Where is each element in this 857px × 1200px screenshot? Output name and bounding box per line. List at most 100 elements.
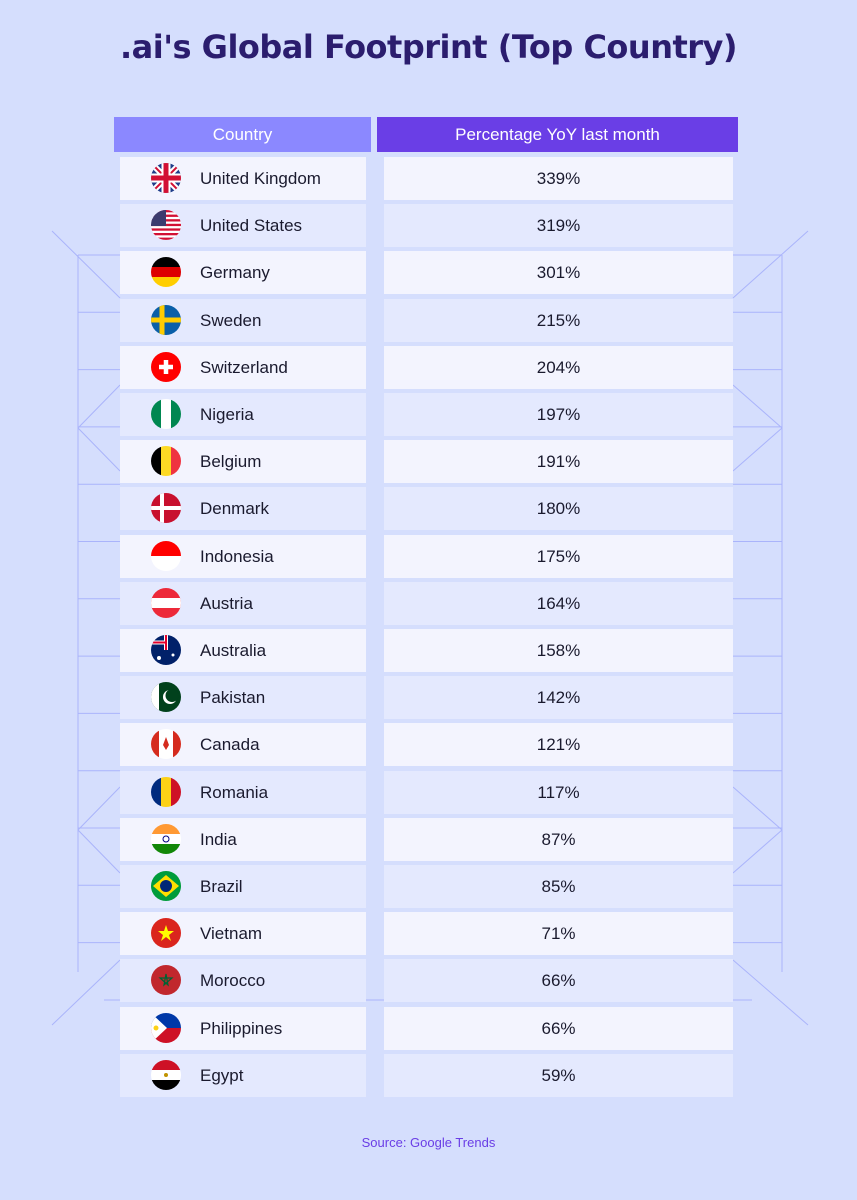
table-row: India 87% xyxy=(0,817,857,861)
country-name: Australia xyxy=(200,641,267,660)
vietnam-flag-icon xyxy=(151,918,181,949)
country-name: Canada xyxy=(200,735,260,755)
percentage-value: 215% xyxy=(384,298,733,342)
percentage-value: 66% xyxy=(384,1006,733,1050)
belgium-flag-icon xyxy=(151,446,181,477)
country-cell: Denmark xyxy=(120,487,366,531)
country-name: Denmark xyxy=(200,499,269,519)
country-name: Nigeria xyxy=(200,405,254,424)
austria-flag-icon xyxy=(151,587,181,618)
brazil-flag-icon xyxy=(151,871,181,901)
table-row: Egypt 59% xyxy=(0,1053,857,1097)
percentage-value: 142% xyxy=(384,676,733,720)
country-cell: Belgium xyxy=(120,440,366,484)
pakistan-flag-icon xyxy=(151,682,181,713)
country-name: Sweden xyxy=(200,310,262,330)
table-row: Germany 301% xyxy=(0,251,857,295)
egypt-flag-icon xyxy=(151,1059,181,1090)
percentage-value: 87% xyxy=(384,817,733,861)
country-name: Germany xyxy=(200,263,270,283)
country-name: Romania xyxy=(200,782,269,802)
country-cell: Austria xyxy=(120,581,366,625)
denmark-flag-icon xyxy=(151,493,181,524)
country-name: Morocco xyxy=(200,971,266,991)
sweden-flag-icon xyxy=(151,304,181,335)
table-row: United States 319% xyxy=(0,204,857,248)
country-cell: Philippines xyxy=(120,1006,366,1050)
table-row: Indonesia 175% xyxy=(0,534,857,578)
table-row: Vietnam 71% xyxy=(0,912,857,956)
switzerland-flag-icon xyxy=(151,351,181,382)
table-row: Australia 158% xyxy=(0,629,857,672)
australia-flag-icon xyxy=(151,635,181,665)
percentage-value: 164% xyxy=(384,581,733,625)
table-row: Morocco 66% xyxy=(0,959,857,1003)
uk-flag-icon xyxy=(151,163,181,193)
country-name: Belgium xyxy=(200,452,262,472)
country-cell: Germany xyxy=(120,251,366,295)
percentage-value: 117% xyxy=(384,770,733,814)
country-name: United States xyxy=(200,216,303,236)
percentage-value: 339% xyxy=(384,157,733,200)
country-cell: Morocco xyxy=(120,959,366,1003)
india-flag-icon xyxy=(151,823,181,854)
romania-flag-icon xyxy=(151,776,181,807)
percentage-value: 197% xyxy=(384,393,733,436)
morocco-flag-icon xyxy=(151,965,181,996)
column-header-country: Country xyxy=(114,117,371,152)
us-flag-icon xyxy=(151,210,181,241)
country-name: Switzerland xyxy=(200,357,288,377)
table-row: Switzerland 204% xyxy=(0,345,857,389)
country-name: Pakistan xyxy=(200,688,266,708)
percentage-value: 191% xyxy=(384,440,733,484)
percentage-value: 319% xyxy=(384,204,733,248)
country-cell: Pakistan xyxy=(120,676,366,720)
percentage-value: 175% xyxy=(384,534,733,578)
country-cell: Egypt xyxy=(120,1053,366,1097)
percentage-value: 158% xyxy=(384,629,733,672)
country-cell: Sweden xyxy=(120,298,366,342)
percentage-value: 204% xyxy=(384,345,733,389)
table-row: Pakistan 142% xyxy=(0,676,857,720)
country-cell: United States xyxy=(120,204,366,248)
indonesia-flag-icon xyxy=(151,540,181,571)
table-row: Romania 117% xyxy=(0,770,857,814)
country-name: Austria xyxy=(200,593,253,613)
page-title: .ai's Global Footprint (Top Country) xyxy=(119,28,738,66)
country-cell: Brazil xyxy=(120,865,366,908)
source-note: Source: Google Trends xyxy=(361,1135,496,1150)
percentage-value: 66% xyxy=(384,959,733,1003)
country-name: India xyxy=(200,829,237,849)
table-row: Austria 164% xyxy=(0,581,857,625)
table-row: Canada 121% xyxy=(0,723,857,767)
table-row: Denmark 180% xyxy=(0,487,857,531)
percentage-value: 85% xyxy=(384,865,733,908)
table-row: Belgium 191% xyxy=(0,440,857,484)
country-name: Indonesia xyxy=(200,546,274,566)
percentage-value: 180% xyxy=(384,487,733,531)
table-row: Nigeria 197% xyxy=(0,393,857,436)
percentage-value: 71% xyxy=(384,912,733,956)
country-cell: Nigeria xyxy=(120,393,366,436)
percentage-value: 59% xyxy=(384,1053,733,1097)
table-row: Brazil 85% xyxy=(0,865,857,908)
country-cell: Canada xyxy=(120,723,366,767)
germany-flag-icon xyxy=(151,257,181,288)
country-cell: Switzerland xyxy=(120,345,366,389)
country-name: Egypt xyxy=(200,1065,244,1085)
country-cell: United Kingdom xyxy=(120,157,366,200)
country-name: Brazil xyxy=(200,877,243,896)
country-cell: India xyxy=(120,817,366,861)
column-header-percentage: Percentage YoY last month xyxy=(377,117,738,152)
country-cell: Vietnam xyxy=(120,912,366,956)
philippines-flag-icon xyxy=(151,1012,181,1043)
country-cell: Australia xyxy=(120,629,366,672)
country-cell: Romania xyxy=(120,770,366,814)
table-row: United Kingdom 339% xyxy=(0,157,857,200)
country-name: Vietnam xyxy=(200,924,263,944)
country-name: Philippines xyxy=(200,1018,283,1038)
country-name: United Kingdom xyxy=(200,169,321,188)
table-row: Philippines 66% xyxy=(0,1006,857,1050)
percentage-value: 121% xyxy=(384,723,733,767)
